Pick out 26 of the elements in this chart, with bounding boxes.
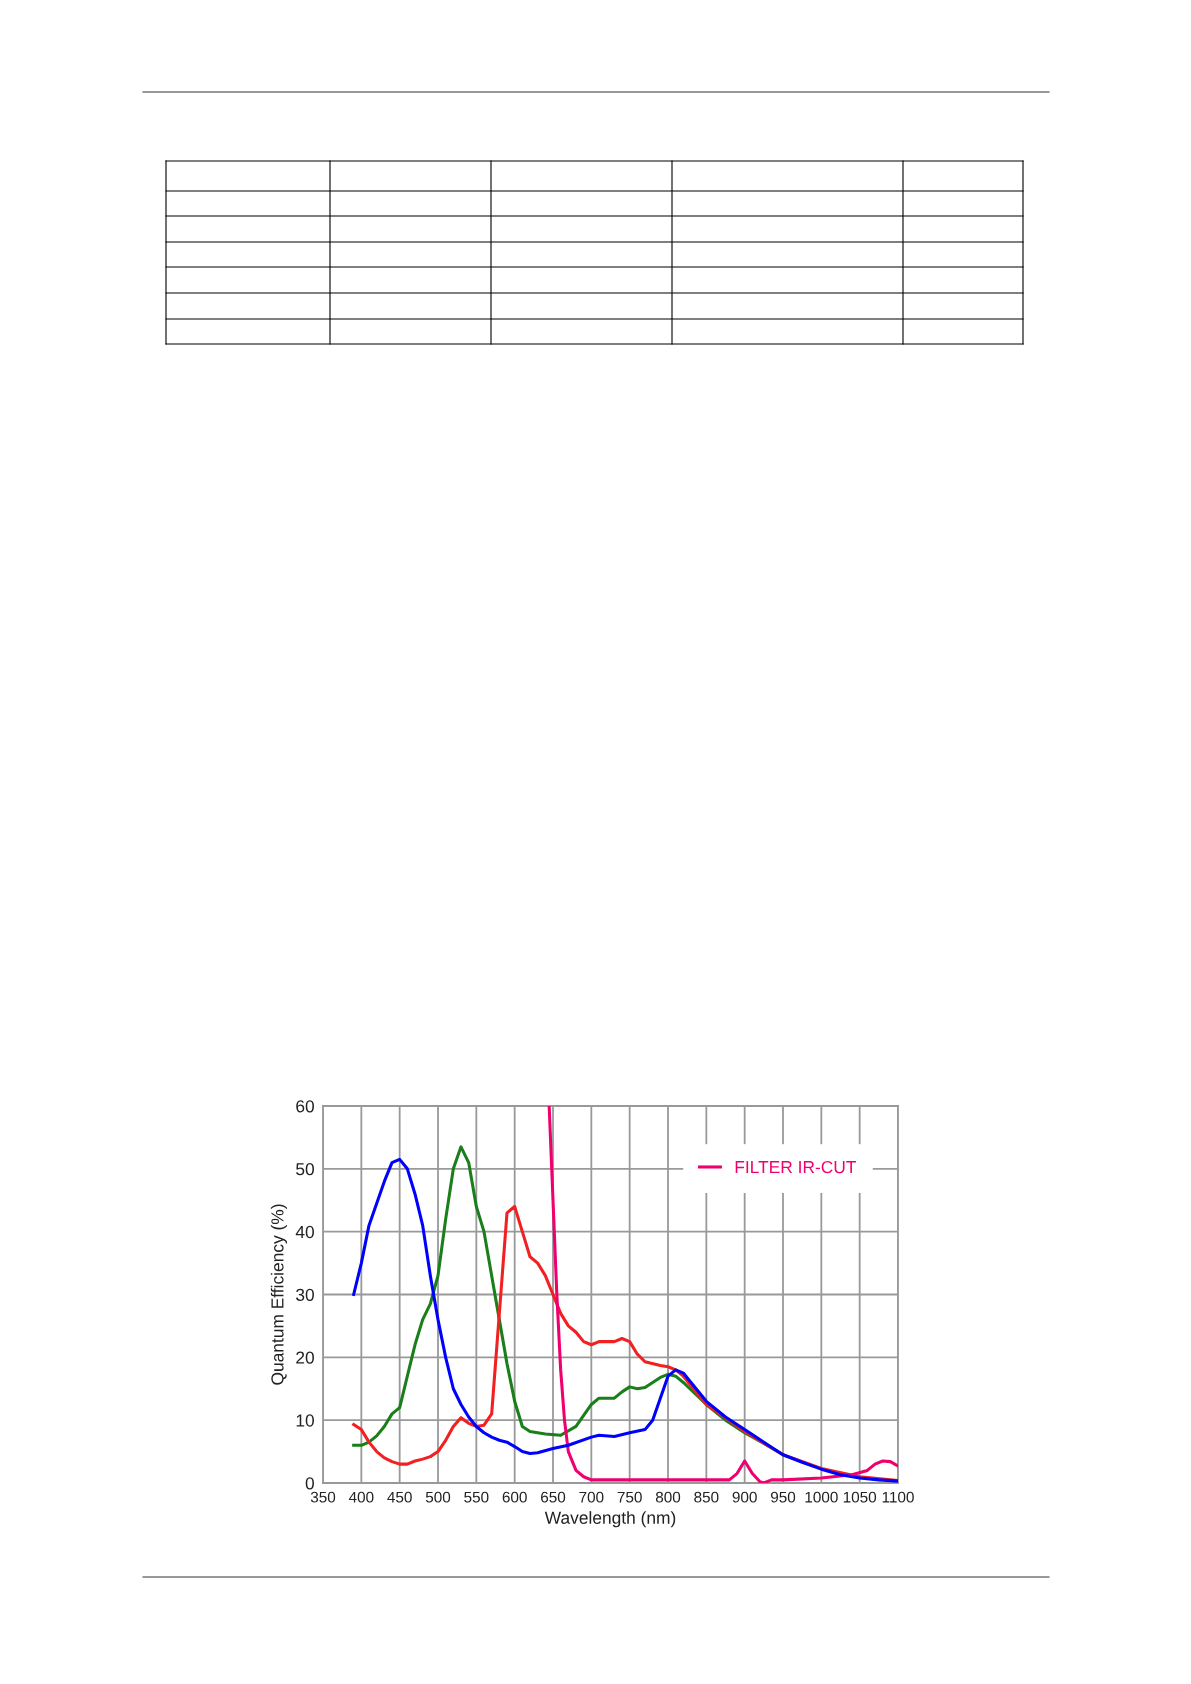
x-tick-label: 1000	[805, 1491, 838, 1503]
x-tick-label: 950	[770, 1491, 796, 1503]
y-tick-label: 60	[296, 1100, 314, 1113]
y-tick-label: 20	[296, 1351, 314, 1364]
y-tick-label: 0	[305, 1477, 314, 1490]
y-tick-label: 40	[295, 1225, 314, 1239]
x-tick-label: 450	[387, 1491, 412, 1503]
x-tick-label: 550	[464, 1491, 489, 1503]
x-tick-label: 1050	[843, 1491, 877, 1503]
x-tick-label: 1100	[882, 1491, 914, 1503]
x-tick-label: 700	[579, 1491, 604, 1503]
y-tick-label: 30	[296, 1288, 314, 1301]
x-axis-title: Wavelength (nm)	[544, 1511, 676, 1528]
y-tick-label: 10	[296, 1414, 314, 1427]
x-tick-label: 400	[348, 1491, 374, 1503]
x-tick-label: 500	[425, 1491, 451, 1503]
y-tick-label: 50	[296, 1163, 314, 1176]
x-tick-label: 750	[617, 1491, 642, 1503]
x-tick-label: 850	[694, 1491, 719, 1503]
x-tick-label: 350	[310, 1491, 336, 1503]
x-tick-label: 800	[655, 1491, 681, 1503]
x-tick-label: 900	[732, 1491, 757, 1503]
x-tick-label: 650	[541, 1491, 566, 1503]
x-tick-label: 600	[502, 1491, 527, 1503]
legend-label: FILTER IR-CUT	[735, 1160, 857, 1174]
y-axis-title: Quantum Efficiency (%)	[270, 1204, 288, 1385]
